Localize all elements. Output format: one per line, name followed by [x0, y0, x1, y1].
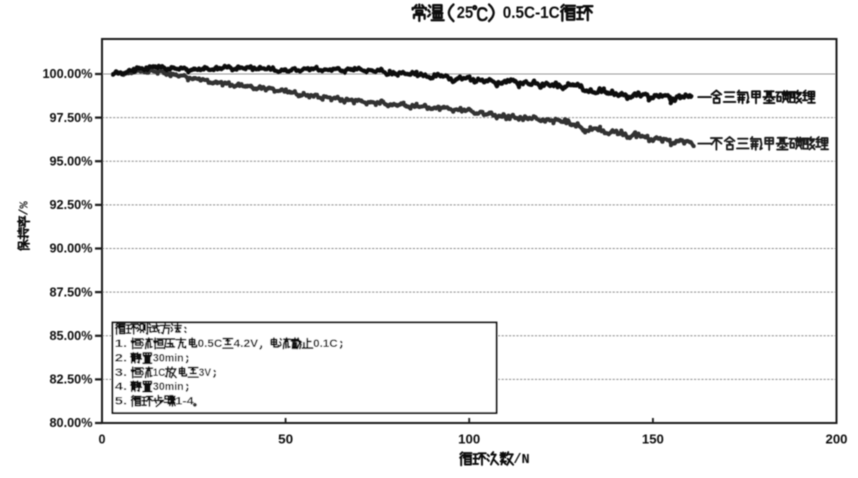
svg-text:97.50%: 97.50%	[50, 111, 93, 125]
svg-text:25: 25	[457, 3, 473, 22]
svg-text:92.50%: 92.50%	[50, 198, 93, 212]
svg-text:95.00%: 95.00%	[50, 154, 93, 168]
svg-text:200: 200	[826, 433, 848, 447]
svg-text:/%: /%	[18, 200, 32, 215]
svg-text:5.: 5.	[115, 395, 127, 407]
svg-text:1C: 1C	[153, 367, 166, 379]
svg-text:2.: 2.	[115, 353, 127, 365]
svg-text:80.00%: 80.00%	[50, 416, 93, 430]
svg-text:0.5C-1C: 0.5C-1C	[503, 3, 560, 22]
svg-text:100: 100	[458, 433, 480, 447]
svg-text:0.1C: 0.1C	[313, 338, 338, 350]
svg-text:1.: 1.	[115, 338, 127, 350]
svg-text:30min: 30min	[153, 353, 184, 365]
svg-text:4.: 4.	[115, 381, 127, 393]
svg-text:85.00%: 85.00%	[50, 329, 93, 343]
svg-text:4.2V: 4.2V	[234, 338, 259, 350]
svg-text:1-4: 1-4	[175, 395, 194, 407]
svg-text:50: 50	[278, 433, 293, 447]
svg-text:150: 150	[642, 433, 664, 447]
svg-text:0.5C: 0.5C	[198, 338, 223, 350]
svg-text:3V: 3V	[199, 367, 211, 379]
svg-text:0: 0	[99, 433, 106, 447]
svg-text:82.50%: 82.50%	[50, 373, 93, 387]
svg-text:3.: 3.	[115, 367, 127, 379]
svg-text:90.00%: 90.00%	[50, 242, 93, 256]
svg-text:30min: 30min	[153, 381, 184, 393]
svg-text:/N: /N	[513, 453, 529, 468]
svg-text:100.00%: 100.00%	[43, 67, 93, 81]
svg-text:87.50%: 87.50%	[50, 285, 93, 299]
